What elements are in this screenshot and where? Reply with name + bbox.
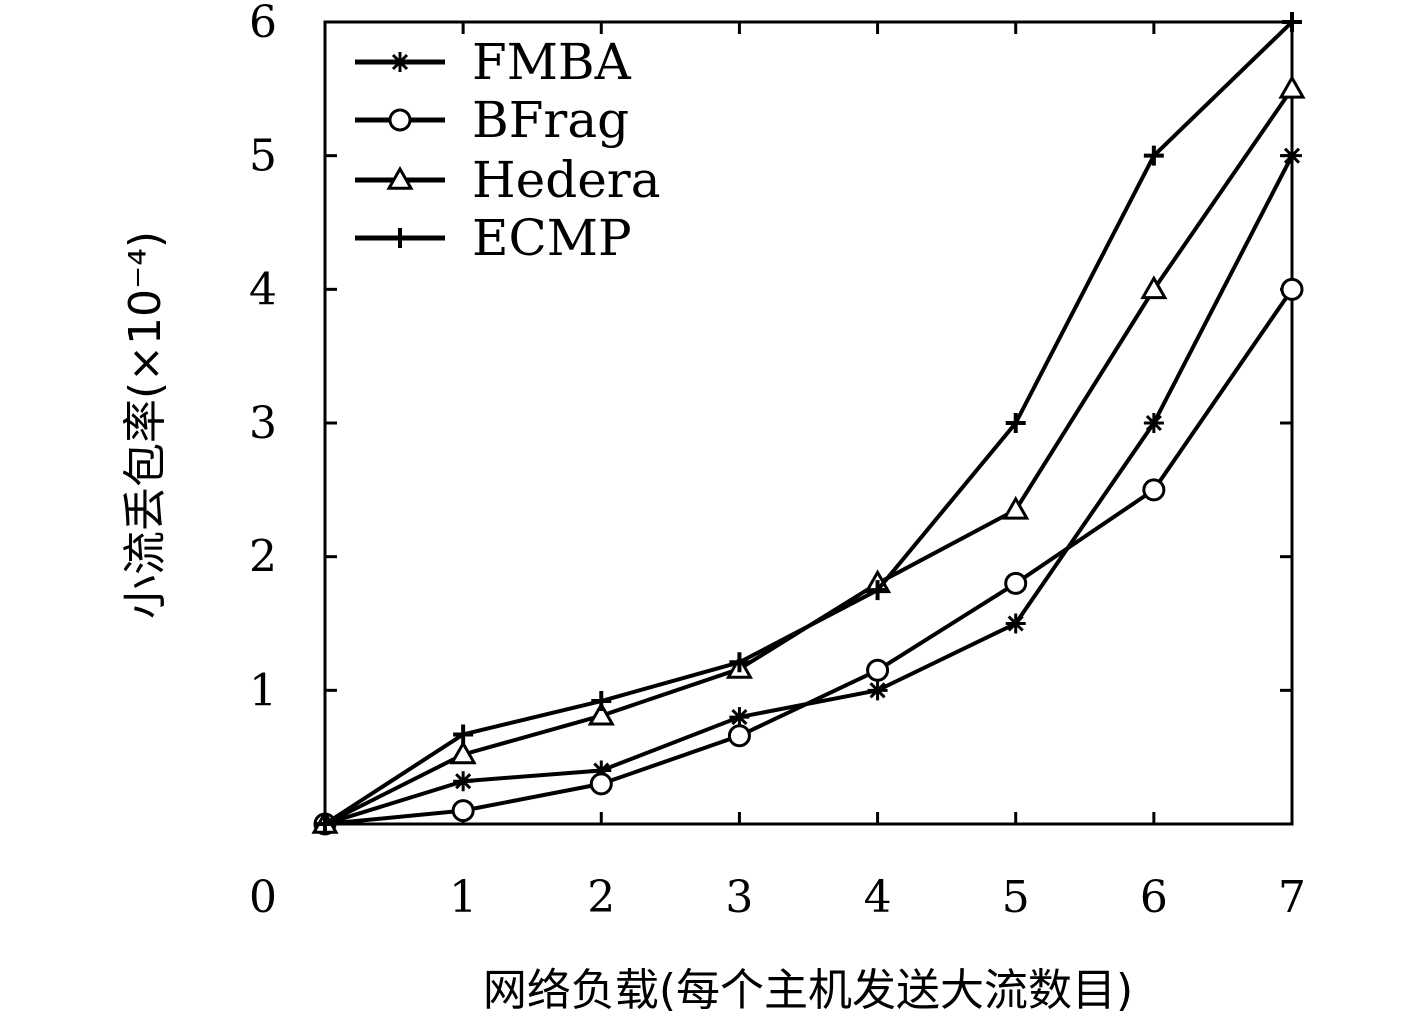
data-point-star [729,707,750,728]
data-point-star [591,760,612,781]
x-tick-label: 6 [1140,872,1168,923]
data-point-star [1282,145,1302,166]
data-point-star [1005,613,1026,634]
y-tick-label: 3 [249,398,277,449]
data-point-triangle [449,740,477,765]
y-tick-label: 4 [249,264,277,315]
series-ecmp [315,12,1302,834]
data-point-circle [1142,478,1166,502]
data-point-plus [867,580,888,601]
data-point-star [390,52,410,72]
series-layer [311,12,1306,836]
data-point-plus [1143,145,1164,166]
data-point-circle [1280,277,1304,301]
data-point-plus [453,724,474,745]
x-tick-labels: 0 1 2 3 4 5 6 7 [249,872,1306,923]
legend-label: Hedera [472,151,661,209]
x-tick-label: 7 [1278,872,1306,923]
data-point-circle [589,772,613,796]
x-tick-label: 2 [587,872,615,923]
legend-entry-ecmp: ECMP [355,209,632,267]
series-line [324,87,1294,826]
y-tick-label: 6 [249,0,277,48]
legend-entry-hedera: Hedera [355,151,661,209]
data-point-plus [729,652,750,673]
x-tick-label: 4 [864,872,892,923]
data-point-circle [451,799,475,823]
data-point-plus [591,691,612,712]
data-point-triangle [1002,495,1030,520]
data-point-plus [315,814,335,834]
data-point-plus [1282,12,1302,32]
legend-entry-bfrag: BFrag [355,91,629,149]
series-hedera [311,74,1306,834]
data-point-triangle [1278,74,1306,99]
data-point-triangle [1140,275,1168,300]
x-tick-label: 3 [725,872,753,923]
y-tick-label: 5 [249,131,277,182]
y-tick-label: 1 [249,665,277,716]
legend-label: BFrag [472,91,629,149]
data-point-star [1143,413,1164,433]
series-line [324,288,1294,826]
data-point-circle [866,658,890,682]
x-tick-label: 1 [449,872,477,923]
legend-label: FMBA [472,33,632,91]
data-point-circle [388,108,412,132]
x-tick-label: 5 [1002,872,1030,923]
data-point-star [867,680,888,701]
data-point-triangle [587,701,615,726]
data-point-circle [727,724,751,748]
y-tick-label: 2 [249,532,277,583]
data-point-star [453,771,474,792]
data-point-plus [390,228,410,248]
y-axis-label: 小流丢包率(×10⁻⁴) [120,231,171,619]
legend-label: ECMP [472,209,632,267]
data-point-plus [1005,413,1026,433]
x-tick-label: 0 [249,872,277,923]
x-axis-label: 网络负载(每个主机发送大流数目) [483,965,1133,1016]
y-tick-labels: 1 2 3 4 5 6 [249,0,277,716]
legend-entry-fmba: FMBA [355,33,632,91]
data-point-circle [1004,571,1028,595]
data-point-triangle [386,165,414,190]
series-line [323,20,1294,826]
